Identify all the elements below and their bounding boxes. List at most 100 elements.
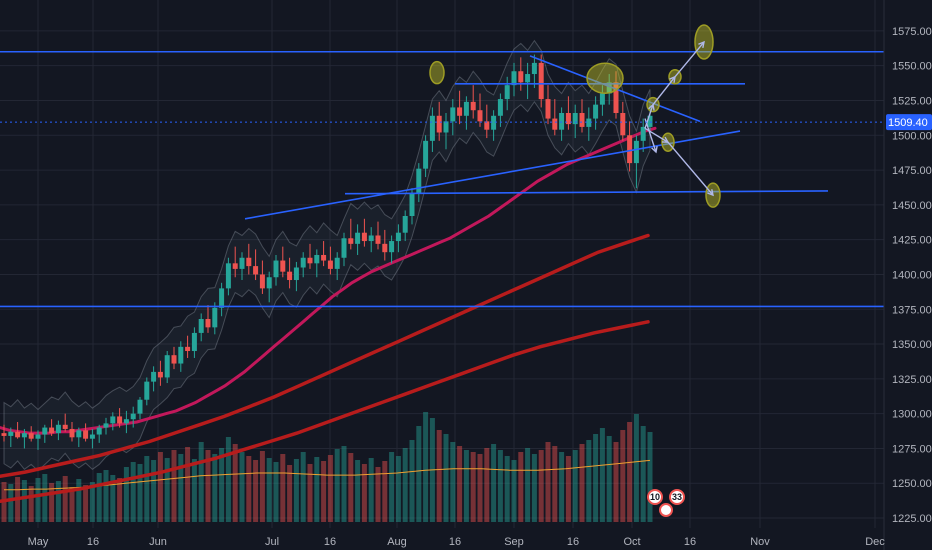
- candle-body: [579, 113, 585, 127]
- candle-body: [110, 416, 116, 424]
- candle-body: [293, 267, 299, 281]
- candle-body: [96, 427, 102, 435]
- candle-body: [178, 346, 184, 364]
- volume-bar: [368, 458, 374, 522]
- candle-body: [382, 243, 388, 253]
- price-tick-label: 1325.00: [892, 374, 932, 386]
- projection-arrow: [674, 41, 705, 78]
- candle-body: [640, 126, 646, 141]
- event-badge-2[interactable]: [669, 489, 685, 505]
- volume-bar: [463, 450, 469, 522]
- volume-bar: [620, 430, 626, 522]
- volume-bar: [89, 482, 95, 522]
- candle-body: [429, 115, 435, 141]
- candle-body: [246, 257, 252, 267]
- price-tick-label: 1400.00: [892, 269, 932, 281]
- volume-bar: [49, 483, 55, 522]
- time-tick-label: Jul: [265, 536, 279, 548]
- volume-bar: [443, 434, 449, 522]
- volume-bar: [450, 442, 456, 522]
- price-axis-background: [884, 0, 932, 550]
- volume-bar: [599, 428, 605, 522]
- event-badge-flag[interactable]: [659, 503, 673, 517]
- volume-bar: [28, 486, 34, 522]
- last-price-label: 1509.40: [888, 117, 928, 129]
- last-price-tag: 1509.40: [0, 114, 932, 131]
- trendline[interactable]: [529, 55, 701, 123]
- candle-body: [123, 419, 129, 424]
- candle-body: [117, 416, 123, 424]
- candle-body: [504, 85, 510, 100]
- volume-bar: [436, 430, 442, 522]
- candle-body: [225, 263, 231, 289]
- volume-bar: [402, 448, 408, 522]
- projection-marker[interactable]: [586, 62, 624, 94]
- volume-bar: [348, 453, 354, 522]
- volume-bar: [144, 456, 150, 522]
- candle-body: [572, 113, 578, 125]
- candle-body: [28, 433, 34, 439]
- candle-body: [355, 232, 361, 244]
- projection-arrow: [644, 118, 657, 153]
- volume-bar: [157, 452, 163, 522]
- candle-body: [477, 110, 483, 122]
- candle-body: [450, 107, 456, 122]
- volume-bar: [409, 440, 415, 522]
- event-badge-1[interactable]: [647, 489, 663, 505]
- volume-bar: [185, 447, 191, 522]
- volume-bar: [96, 473, 102, 522]
- volume-bar: [55, 481, 61, 522]
- candle-body: [531, 62, 537, 75]
- candle-body: [266, 277, 272, 289]
- candle-body: [470, 101, 476, 111]
- time-axis[interactable]: May 16 Jun Jul 16 Aug 16 Sep 16 Oct 16 Nov Dec: [28, 536, 886, 548]
- projection-markers[interactable]: [429, 24, 721, 208]
- projection-arrowhead: [707, 189, 714, 197]
- volume-bar: [42, 474, 48, 522]
- candle-body: [552, 118, 558, 130]
- volume-bar: [83, 485, 89, 522]
- volume-bar: [518, 452, 524, 522]
- candle-body: [545, 99, 551, 119]
- volume-bar: [321, 461, 327, 522]
- volume-bar: [586, 440, 592, 522]
- trendline[interactable]: [244, 130, 741, 220]
- volume-bar: [212, 454, 218, 522]
- candle-body: [239, 257, 245, 269]
- volume-bar: [171, 450, 177, 522]
- volume-bar: [531, 454, 537, 522]
- candle-body: [368, 235, 374, 242]
- time-tick-label: Jun: [149, 536, 167, 548]
- volume-bar: [293, 459, 299, 522]
- volume-bar: [123, 467, 129, 522]
- candle-body: [15, 431, 21, 438]
- volume-bar: [633, 414, 639, 522]
- time-tick-label: May: [28, 536, 49, 548]
- volume-bar: [525, 448, 531, 522]
- candle-body: [443, 121, 449, 133]
- candle-body: [321, 254, 327, 261]
- price-tick-label: 1275.00: [892, 443, 932, 455]
- trendlines[interactable]: [0, 50, 884, 308]
- candle-body: [212, 307, 218, 328]
- moving-averages: [0, 126, 657, 504]
- candle-body: [647, 115, 653, 127]
- candle-body: [606, 82, 612, 94]
- trendline[interactable]: [344, 190, 829, 195]
- event-badges[interactable]: 10 33: [647, 489, 685, 517]
- price-axis[interactable]: 1575.00 1550.00 1525.00 1500.00 1475.00 1450.…: [892, 26, 932, 525]
- event-badge-2-label: 33: [672, 492, 682, 502]
- candle-body: [89, 434, 95, 439]
- candle-body: [253, 266, 259, 275]
- candle-body: [219, 288, 225, 308]
- candle-body: [484, 121, 490, 130]
- volume-bar: [382, 461, 388, 522]
- volume-bar: [395, 456, 401, 522]
- candle-body: [198, 319, 204, 333]
- volume-bar: [253, 460, 259, 522]
- price-tick-label: 1425.00: [892, 235, 932, 247]
- projection-marker[interactable]: [429, 60, 445, 85]
- volume-bar: [552, 446, 558, 522]
- volume-bar: [307, 464, 313, 522]
